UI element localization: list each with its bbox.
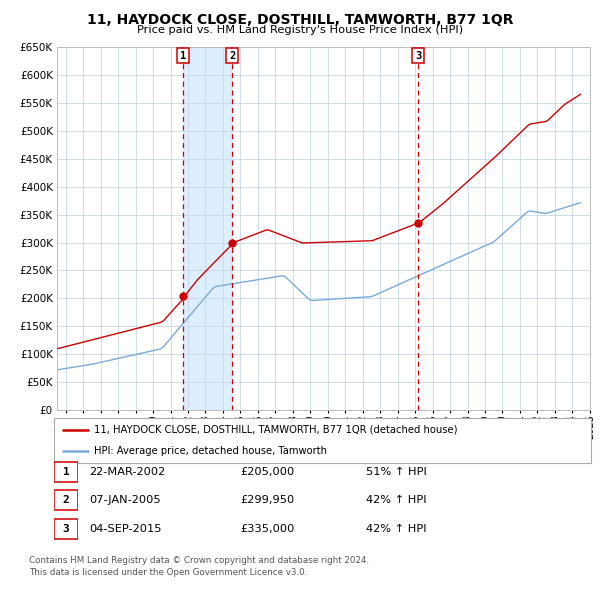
Text: 2: 2 <box>229 51 235 61</box>
Text: 07-JAN-2005: 07-JAN-2005 <box>89 496 160 505</box>
Text: HPI: Average price, detached house, Tamworth: HPI: Average price, detached house, Tamw… <box>94 446 327 456</box>
Text: Contains HM Land Registry data © Crown copyright and database right 2024.: Contains HM Land Registry data © Crown c… <box>29 556 369 565</box>
Text: This data is licensed under the Open Government Licence v3.0.: This data is licensed under the Open Gov… <box>29 568 307 577</box>
Text: 04-SEP-2015: 04-SEP-2015 <box>89 524 161 533</box>
Text: 1: 1 <box>62 467 70 477</box>
Text: £299,950: £299,950 <box>240 496 294 505</box>
Text: 3: 3 <box>62 524 70 533</box>
Text: 42% ↑ HPI: 42% ↑ HPI <box>366 524 427 533</box>
Text: 51% ↑ HPI: 51% ↑ HPI <box>366 467 427 477</box>
Text: 11, HAYDOCK CLOSE, DOSTHILL, TAMWORTH, B77 1QR (detached house): 11, HAYDOCK CLOSE, DOSTHILL, TAMWORTH, B… <box>94 425 458 435</box>
Text: 22-MAR-2002: 22-MAR-2002 <box>89 467 165 477</box>
Text: 42% ↑ HPI: 42% ↑ HPI <box>366 496 427 505</box>
Text: 1: 1 <box>180 51 186 61</box>
Text: 2: 2 <box>62 496 70 505</box>
Bar <box>183 47 232 410</box>
Text: 3: 3 <box>415 51 421 61</box>
Text: £205,000: £205,000 <box>240 467 294 477</box>
Text: £335,000: £335,000 <box>240 524 295 533</box>
Text: Price paid vs. HM Land Registry's House Price Index (HPI): Price paid vs. HM Land Registry's House … <box>137 25 463 35</box>
Text: 11, HAYDOCK CLOSE, DOSTHILL, TAMWORTH, B77 1QR: 11, HAYDOCK CLOSE, DOSTHILL, TAMWORTH, B… <box>87 13 513 27</box>
